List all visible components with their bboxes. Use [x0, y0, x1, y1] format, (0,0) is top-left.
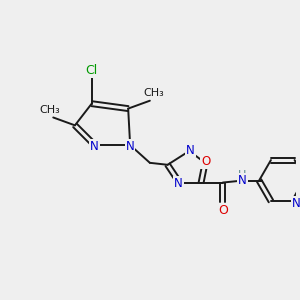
Text: H: H	[238, 169, 247, 180]
Text: O: O	[218, 204, 228, 217]
Text: N: N	[126, 140, 134, 153]
Text: N: N	[174, 177, 183, 190]
Text: CH₃: CH₃	[143, 88, 164, 98]
Text: Cl: Cl	[85, 64, 98, 76]
Text: CH₃: CH₃	[39, 105, 60, 115]
Text: N: N	[90, 140, 99, 153]
Text: N: N	[292, 196, 300, 209]
Text: N: N	[186, 143, 195, 157]
Text: N: N	[238, 174, 247, 187]
Text: O: O	[201, 155, 211, 168]
